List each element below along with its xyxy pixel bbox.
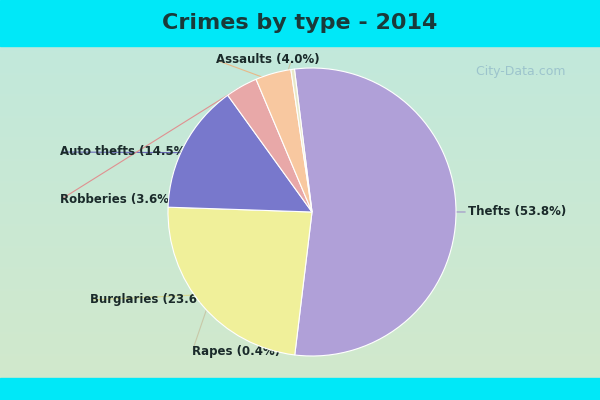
Wedge shape — [291, 69, 312, 212]
Text: City-Data.com: City-Data.com — [468, 66, 566, 78]
Text: Robberies (3.6%): Robberies (3.6%) — [60, 194, 175, 206]
Bar — [0, 0, 600, 46]
Bar — [0, 378, 600, 400]
Wedge shape — [168, 207, 312, 355]
Wedge shape — [228, 79, 312, 212]
Text: Rapes (0.4%): Rapes (0.4%) — [192, 346, 280, 358]
Text: Burglaries (23.6%): Burglaries (23.6%) — [90, 294, 214, 306]
Text: Thefts (53.8%): Thefts (53.8%) — [468, 206, 566, 218]
Text: Assaults (4.0%): Assaults (4.0%) — [216, 54, 320, 66]
Text: Crimes by type - 2014: Crimes by type - 2014 — [163, 13, 437, 33]
Text: Auto thefts (14.5%): Auto thefts (14.5%) — [60, 146, 191, 158]
Wedge shape — [295, 68, 456, 356]
Wedge shape — [256, 70, 312, 212]
Wedge shape — [168, 95, 312, 212]
